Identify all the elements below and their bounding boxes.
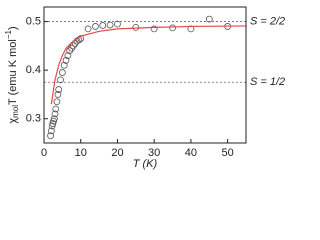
y-axis-label: χmolT (emu K mol−1) — [4, 26, 20, 123]
y-label-part: T (emu K mol — [7, 39, 19, 105]
page: T (K) χmolT (emu K mol−1) S = 2/2 S = 1/2… — [4, 6, 286, 170]
data-point — [84, 25, 92, 33]
chart: T (K) χmolT (emu K mol−1) S = 2/2 S = 1/2… — [4, 6, 285, 170]
x-axis-label: T (K) — [133, 158, 158, 170]
y-label-part: mol — [11, 105, 20, 118]
x-tick-label: 50 — [222, 147, 234, 159]
data-point — [52, 105, 60, 113]
data-point — [55, 86, 63, 93]
y-tick-label: 0.3 — [26, 113, 41, 125]
data-point — [114, 20, 121, 28]
data-point — [132, 23, 140, 31]
data-point — [60, 61, 68, 69]
data-point — [47, 132, 55, 140]
x-tick-label: 40 — [185, 147, 197, 159]
data-point — [150, 25, 158, 33]
y-label-part: ) — [7, 26, 19, 30]
fit-line — [50, 25, 247, 105]
reference-label: S = 2/2 — [250, 15, 285, 27]
y-label-part: χ — [7, 118, 19, 124]
data-point — [50, 115, 58, 123]
data-point — [62, 57, 70, 64]
data-point — [57, 76, 64, 84]
data-point — [47, 127, 55, 135]
data-point — [92, 23, 99, 30]
x-tick-label: 20 — [111, 147, 123, 159]
plot-frame — [43, 6, 247, 144]
data-point — [205, 15, 213, 23]
data-point — [54, 91, 62, 98]
data-point — [53, 98, 61, 106]
data-point — [51, 110, 59, 118]
reference-label: S = 1/2 — [250, 76, 285, 88]
data-point — [58, 69, 66, 76]
data-point — [99, 22, 107, 29]
y-label-part: −1 — [4, 29, 13, 39]
data-point — [169, 24, 176, 32]
x-tick-label: 10 — [75, 147, 87, 159]
data-point — [106, 21, 114, 29]
y-tick-label: 0.5 — [26, 15, 41, 27]
y-tick-label: 0.4 — [26, 64, 41, 76]
x-tick-label: 30 — [148, 147, 160, 159]
data-point — [64, 52, 72, 59]
x-tick-label: 0 — [41, 147, 47, 159]
